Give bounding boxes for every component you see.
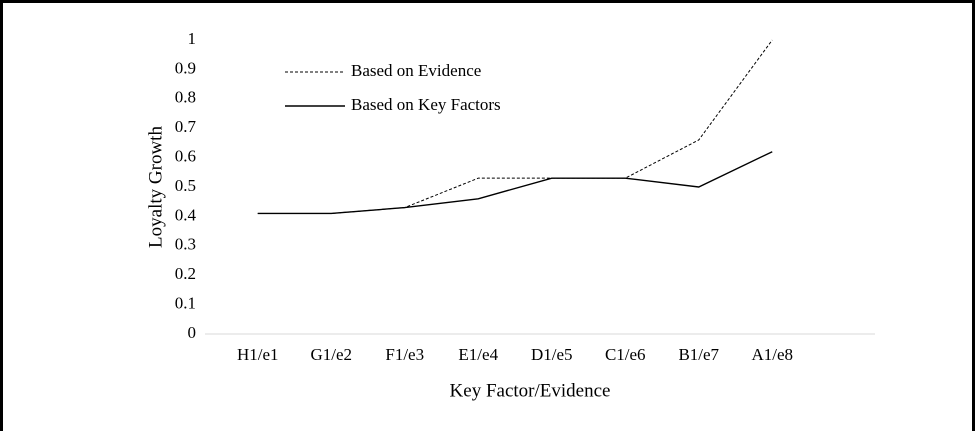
x-tick-label: B1/e7 — [678, 345, 719, 364]
y-tick-label: 0.5 — [175, 176, 196, 195]
legend-label: Based on Evidence — [351, 61, 481, 80]
y-tick-label: 0.2 — [175, 264, 196, 283]
series-line — [257, 39, 773, 214]
y-tick-label: 0.3 — [175, 235, 196, 254]
x-tick-label: H1/e1 — [237, 345, 279, 364]
x-tick-label: F1/e3 — [385, 345, 424, 364]
x-tick-label: E1/e4 — [458, 345, 498, 364]
x-tick-label: G1/e2 — [310, 345, 352, 364]
y-tick-label: 0.7 — [175, 117, 197, 136]
x-axis-title: Key Factor/Evidence — [450, 380, 611, 401]
y-tick-label: 0.8 — [175, 88, 196, 107]
y-tick-label: 0 — [188, 323, 197, 342]
y-axis-title: Loyalty Growth — [145, 126, 166, 248]
x-tick-label: D1/e5 — [531, 345, 573, 364]
y-tick-label: 1 — [188, 29, 197, 48]
y-tick-label: 0.6 — [175, 147, 196, 166]
x-tick-label: A1/e8 — [751, 345, 793, 364]
x-tick-label: C1/e6 — [605, 345, 646, 364]
y-tick-label: 0.9 — [175, 58, 196, 77]
y-tick-label: 0.1 — [175, 294, 196, 313]
series-line — [257, 151, 773, 215]
y-tick-label: 0.4 — [175, 205, 197, 224]
legend-label: Based on Key Factors — [351, 95, 501, 114]
